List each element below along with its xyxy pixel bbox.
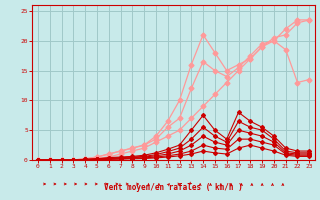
X-axis label: Vent moyen/en rafales ( km/h ): Vent moyen/en rafales ( km/h ) [104, 183, 243, 192]
